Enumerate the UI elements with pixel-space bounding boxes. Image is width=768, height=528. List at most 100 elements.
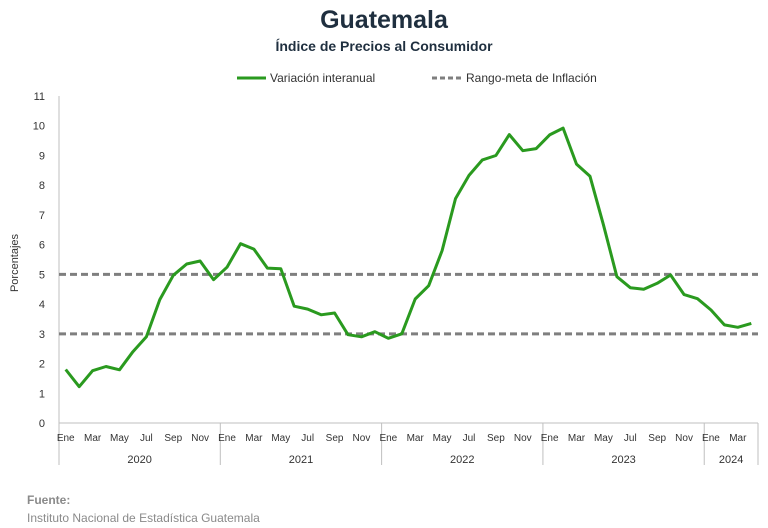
data-point xyxy=(615,275,618,278)
legend: Variación interanual Rango-meta de Infla… xyxy=(237,71,597,85)
data-point xyxy=(575,163,578,166)
x-tick-label: Jul xyxy=(140,433,153,444)
y-tick-label: 4 xyxy=(39,299,45,311)
data-point xyxy=(750,322,753,325)
x-tick-label: May xyxy=(433,433,452,444)
year-label: 2022 xyxy=(450,454,474,466)
axes xyxy=(58,96,759,465)
x-tick-label: Sep xyxy=(164,433,182,444)
x-tick-label: Nov xyxy=(353,433,371,444)
x-tick-label: May xyxy=(271,433,290,444)
data-point xyxy=(723,323,726,326)
data-point xyxy=(118,368,121,371)
source-text: Instituto Nacional de Estadística Guatem… xyxy=(27,511,260,525)
x-tick-label: Mar xyxy=(245,433,263,444)
y-tick-label: 8 xyxy=(39,180,45,192)
year-label: 2024 xyxy=(719,454,743,466)
y-tick-label: 6 xyxy=(39,240,45,252)
y-tick-label: 5 xyxy=(39,269,45,281)
x-tick-label: May xyxy=(594,433,613,444)
data-point xyxy=(360,335,363,338)
x-tick-label: Nov xyxy=(514,433,532,444)
y-tick-label: 3 xyxy=(39,329,45,341)
data-point xyxy=(185,262,188,265)
data-point xyxy=(602,223,605,226)
data-point xyxy=(535,147,538,150)
data-point xyxy=(333,312,336,315)
x-tick-label: Mar xyxy=(407,433,425,444)
data-point xyxy=(454,197,457,200)
legend-label-variacion: Variación interanual xyxy=(270,71,375,85)
chart-subtitle: Índice de Precios al Consumidor xyxy=(275,38,493,54)
data-point xyxy=(521,149,524,152)
target-range xyxy=(59,272,758,336)
data-point xyxy=(293,305,296,308)
x-tick-label: Mar xyxy=(729,433,747,444)
x-tick-label: Mar xyxy=(568,433,586,444)
x-tick-label: Nov xyxy=(675,433,693,444)
data-point xyxy=(172,274,175,277)
data-point xyxy=(279,267,282,270)
x-tick-label: Sep xyxy=(487,433,505,444)
data-point xyxy=(709,309,712,312)
data-point xyxy=(64,368,67,371)
y-tick-label: 10 xyxy=(33,121,45,133)
data-point xyxy=(481,158,484,161)
data-point xyxy=(642,288,645,291)
data-point xyxy=(629,286,632,289)
data-point xyxy=(212,278,215,281)
legend-label-rango-meta: Rango-meta de Inflación xyxy=(466,71,597,85)
x-tick-label: Ene xyxy=(702,433,720,444)
x-tick-label: Jul xyxy=(624,433,637,444)
data-point xyxy=(347,333,350,336)
data-point xyxy=(91,369,94,372)
source-label: Fuente: xyxy=(27,493,71,507)
data-point xyxy=(414,298,417,301)
data-point xyxy=(656,282,659,285)
x-tick-label: Sep xyxy=(326,433,344,444)
x-tick-label: Mar xyxy=(84,433,102,444)
data-point xyxy=(320,313,323,316)
data-point xyxy=(400,332,403,335)
y-tick-label: 9 xyxy=(39,150,45,162)
data-point xyxy=(105,365,108,368)
data-point xyxy=(239,242,242,245)
data-point xyxy=(669,273,672,276)
x-tick-label: Ene xyxy=(541,433,559,444)
data-point xyxy=(441,249,444,252)
y-tick-label: 1 xyxy=(39,388,45,400)
series-line-variacion xyxy=(64,126,752,389)
data-point xyxy=(306,308,309,311)
data-point xyxy=(467,174,470,177)
data-point xyxy=(158,298,161,301)
data-point xyxy=(373,330,376,333)
data-point xyxy=(131,350,134,353)
data-point xyxy=(226,266,229,269)
y-tick-label: 2 xyxy=(39,359,45,371)
data-point xyxy=(78,385,81,388)
x-tick-label: Sep xyxy=(648,433,666,444)
data-point xyxy=(562,127,565,130)
y-tick-label: 11 xyxy=(34,91,45,103)
x-tick-label: Jul xyxy=(301,433,314,444)
data-point xyxy=(548,133,551,136)
y-axis-label: Porcentajes xyxy=(9,233,21,292)
series xyxy=(64,126,753,389)
data-point xyxy=(387,337,390,340)
data-point xyxy=(427,284,430,287)
x-tick-label: Jul xyxy=(463,433,476,444)
data-point xyxy=(266,267,269,270)
y-axis: 0 1 2 3 4 5 6 7 8 9 10 11 xyxy=(33,91,45,430)
data-point xyxy=(736,326,739,329)
data-point xyxy=(199,259,202,262)
data-point xyxy=(145,335,148,338)
data-point xyxy=(494,154,497,157)
y-tick-label: 0 xyxy=(39,418,45,430)
data-point xyxy=(588,175,591,178)
year-label: 2021 xyxy=(289,454,313,466)
data-point xyxy=(683,293,686,296)
x-tick-label: Ene xyxy=(218,433,236,444)
x-tick-label: Ene xyxy=(57,433,75,444)
x-tick-label: May xyxy=(110,433,129,444)
